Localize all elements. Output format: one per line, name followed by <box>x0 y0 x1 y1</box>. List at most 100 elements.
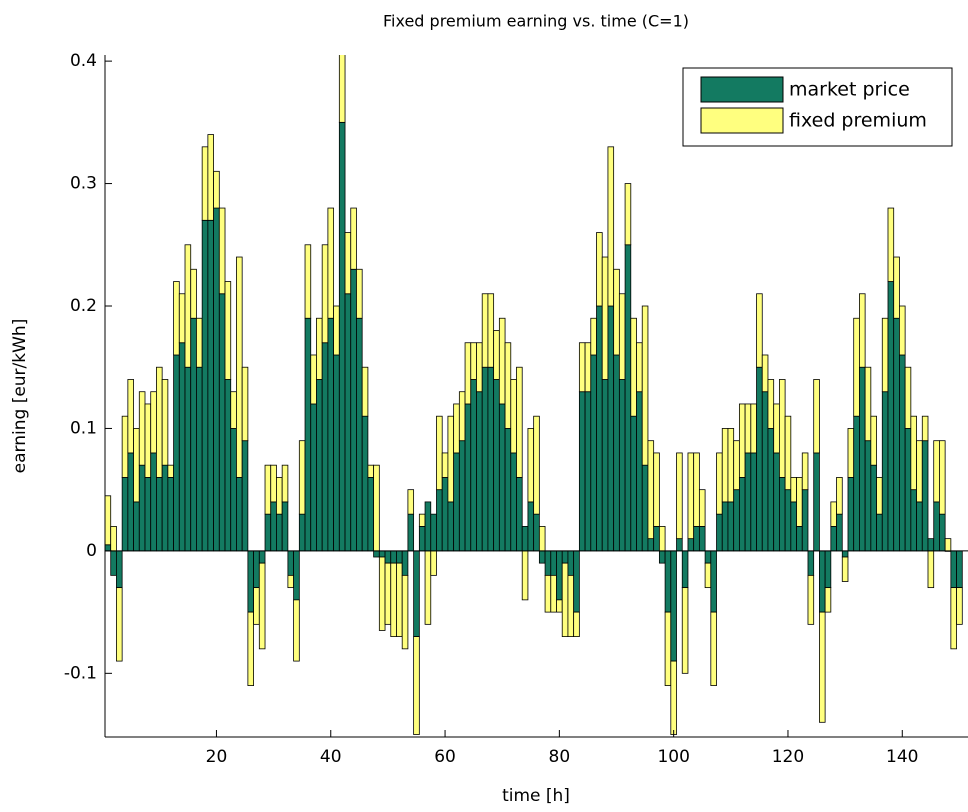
bar-segment <box>413 550 420 637</box>
bar-segment <box>224 379 232 552</box>
bar-segment <box>350 268 357 552</box>
bar-segment <box>498 403 506 552</box>
bar-segment <box>373 550 380 558</box>
bar-segment <box>236 477 243 552</box>
bar-segment <box>738 403 746 478</box>
bar-segment <box>344 232 352 295</box>
bar-segment <box>761 354 769 393</box>
bar-segment <box>681 587 689 674</box>
bar-segment <box>270 464 277 503</box>
bar-segment <box>493 330 500 380</box>
bar-segment <box>127 379 134 454</box>
bar-segment <box>253 550 260 589</box>
bar-segment <box>841 550 849 558</box>
bar-segment <box>721 428 729 503</box>
bar-segment <box>847 477 855 552</box>
bar-segment <box>527 428 535 503</box>
bar-segment <box>939 440 946 515</box>
x-tick-label: 120 <box>772 747 804 767</box>
bar-segment <box>304 317 312 552</box>
bar-segment <box>676 538 683 552</box>
bar-segment <box>573 550 580 613</box>
bar-segment <box>578 342 586 393</box>
x-tick-label: 100 <box>657 747 689 767</box>
bar-segment <box>944 538 952 552</box>
bar-segment <box>258 562 266 650</box>
bar-segment <box>516 477 523 552</box>
bar-segment <box>413 636 420 735</box>
bar-segment <box>721 501 729 552</box>
bar-segment <box>916 440 923 503</box>
bar-segment <box>801 452 809 491</box>
bar-segment <box>127 452 134 552</box>
bar-segment <box>407 513 415 552</box>
bar-segment <box>281 464 289 503</box>
bar-segment <box>401 550 409 576</box>
bar-segment <box>384 562 392 625</box>
bar-segment <box>447 415 455 503</box>
bar-segment <box>801 489 809 552</box>
bar-segment <box>384 550 392 564</box>
bar-segment <box>207 219 214 552</box>
bar-segment <box>853 415 860 552</box>
bar-segment <box>533 415 540 515</box>
bar-segment <box>636 342 643 393</box>
bar-segment <box>624 244 632 552</box>
bar-segment <box>110 550 117 576</box>
bar-segment <box>618 293 626 380</box>
bar-segment <box>624 183 632 246</box>
bar-segment <box>338 55 346 123</box>
bar-segment <box>521 550 529 601</box>
bar-segment <box>316 317 323 380</box>
bar-segment <box>161 379 169 466</box>
bar-segment <box>784 489 792 552</box>
x-tick-label: 40 <box>320 747 342 767</box>
bar-segment <box>293 550 300 601</box>
bar-segment <box>658 526 666 552</box>
bar-segment <box>298 440 306 515</box>
bar-segment <box>447 501 455 552</box>
bar-segment <box>904 366 912 429</box>
bar-segment <box>241 366 249 442</box>
bar-segment <box>510 379 517 454</box>
y-tick-label: 0 <box>86 541 97 561</box>
bar-segment <box>298 513 306 552</box>
bar-segment <box>184 244 192 368</box>
bar-segment <box>510 452 517 552</box>
bar-segment <box>156 477 163 552</box>
bar-segment <box>316 379 323 552</box>
bar-segment <box>830 526 837 552</box>
bar-segment <box>927 538 935 552</box>
bar-segment <box>778 477 786 552</box>
bar-segment <box>144 477 152 552</box>
legend-swatch <box>700 107 784 134</box>
bar-segment <box>213 207 220 552</box>
bar-segment <box>601 256 609 380</box>
bar-segment <box>716 452 723 515</box>
bar-segment <box>727 428 735 503</box>
bar-segment <box>710 611 717 686</box>
bar-segment <box>321 342 329 552</box>
bar-segment <box>418 513 426 527</box>
bar-segment <box>464 342 472 405</box>
bar-segment <box>796 526 803 552</box>
bar-segment <box>453 452 460 552</box>
bar-segment <box>864 440 872 552</box>
bar-segment <box>956 587 963 625</box>
bar-segment <box>687 452 695 540</box>
bar-segment <box>150 452 157 552</box>
bar-segment <box>676 452 683 540</box>
bar-segment <box>453 403 460 454</box>
bar-segment <box>378 550 386 558</box>
bar-segment <box>350 207 357 270</box>
bar-segment <box>773 403 780 454</box>
bar-segment <box>899 305 906 356</box>
bar-segment <box>939 513 946 552</box>
bar-segment <box>584 391 592 552</box>
bar-segment <box>441 477 449 552</box>
bar-segment <box>538 550 546 564</box>
bar-segment <box>887 281 895 552</box>
x-axis-label: time [h] <box>502 786 570 806</box>
bar-segment <box>921 440 929 552</box>
